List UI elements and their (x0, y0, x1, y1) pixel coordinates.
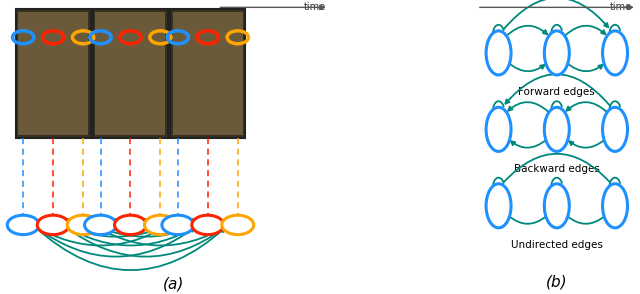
Circle shape (84, 215, 116, 235)
Text: time: time (609, 2, 632, 12)
Circle shape (486, 184, 511, 228)
Bar (18, 12, 88, 135)
Circle shape (603, 107, 627, 151)
Text: (a): (a) (163, 276, 184, 291)
Text: Backward edges: Backward edges (514, 163, 600, 173)
Circle shape (603, 184, 627, 228)
Circle shape (37, 215, 69, 235)
Circle shape (544, 31, 570, 75)
Text: (b): (b) (546, 275, 568, 290)
Text: Undirected edges: Undirected edges (511, 240, 603, 250)
Bar (170, 9, 245, 138)
Circle shape (162, 215, 194, 235)
Circle shape (7, 215, 39, 235)
Circle shape (486, 31, 511, 75)
Circle shape (544, 107, 570, 151)
Bar (16, 9, 91, 138)
Text: time: time (304, 2, 326, 12)
Circle shape (544, 184, 570, 228)
Bar (93, 9, 168, 138)
Circle shape (603, 31, 627, 75)
Bar (93, 9, 168, 138)
Circle shape (192, 215, 224, 235)
Bar (95, 12, 166, 135)
Circle shape (486, 107, 511, 151)
Bar (173, 12, 243, 135)
Bar (170, 9, 245, 138)
Bar (16, 9, 91, 138)
Text: Forward edges: Forward edges (518, 87, 595, 97)
Circle shape (145, 215, 177, 235)
Circle shape (222, 215, 253, 235)
Circle shape (67, 215, 99, 235)
Circle shape (115, 215, 147, 235)
